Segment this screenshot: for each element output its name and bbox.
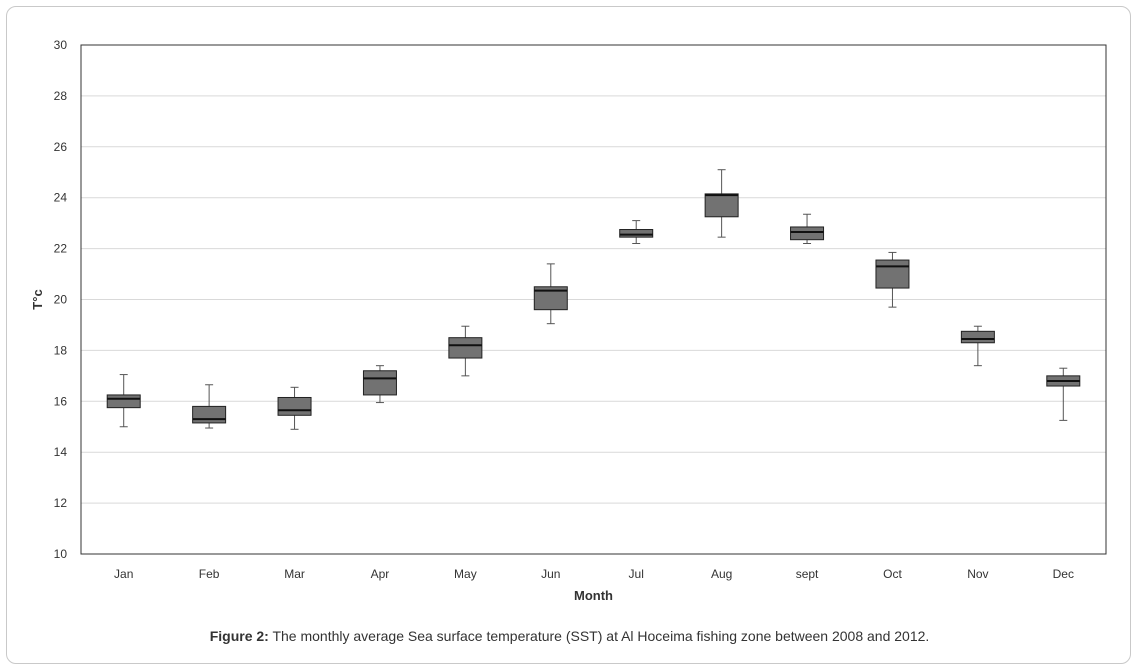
iqr-box — [106, 394, 141, 409]
boxes — [106, 169, 1081, 430]
y-tick-labels: 10 12 14 16 18 20 22 24 26 28 30 — [54, 38, 68, 561]
x-tick-label: Nov — [967, 567, 988, 581]
box-Aug — [704, 169, 739, 238]
box-Dec — [1046, 367, 1081, 421]
box-Mar — [277, 386, 312, 430]
y-tick-label: 28 — [54, 89, 68, 103]
y-tick-label: 30 — [54, 38, 68, 52]
x-tick-label: Mar — [284, 567, 305, 581]
x-tick-label: May — [454, 567, 477, 581]
iqr-box — [533, 286, 568, 311]
y-tick-label: 22 — [54, 242, 68, 256]
y-tick-label: 16 — [54, 394, 68, 408]
box-sept — [790, 213, 825, 245]
box-Feb — [192, 384, 227, 429]
x-tick-label: Oct — [883, 567, 902, 581]
axes — [80, 44, 1107, 555]
gridlines — [81, 44, 1106, 504]
y-tick-label: 24 — [54, 191, 68, 205]
iqr-box — [960, 330, 995, 344]
x-tick-label: Jul — [629, 567, 644, 581]
iqr-box — [448, 337, 483, 359]
iqr-box — [875, 259, 910, 289]
y-tick-label: 14 — [54, 445, 68, 459]
x-tick-label: Apr — [371, 567, 390, 581]
box-May — [448, 325, 483, 377]
box-Oct — [875, 251, 910, 308]
figure-caption: Figure 2: The monthly average Sea surfac… — [0, 628, 1139, 644]
figure-frame — [6, 6, 1131, 664]
box-Jul — [619, 220, 654, 245]
y-tick-label: 18 — [54, 343, 68, 357]
box-Apr — [362, 365, 397, 404]
boxplot-chart: 10 12 14 16 18 20 22 24 26 28 30 Jan Feb Mar Apr May Ju… — [30, 38, 1107, 603]
caption-text: The monthly average Sea surface temperat… — [268, 628, 930, 644]
iqr-box — [790, 226, 825, 241]
x-tick-label: Aug — [711, 567, 732, 581]
y-tick-label: 26 — [54, 140, 68, 154]
iqr-box — [362, 370, 397, 396]
plot-border — [80, 44, 1107, 555]
iqr-box — [192, 405, 227, 424]
box-Jan — [106, 374, 141, 428]
y-axis-title: T°c — [30, 289, 45, 309]
y-tick-label: 12 — [54, 496, 68, 510]
x-axis-title: Month — [574, 588, 613, 603]
x-tick-label: Jan — [114, 567, 133, 581]
iqr-box — [619, 229, 654, 238]
x-tick-labels: Jan Feb Mar Apr May Jun Jul Aug sept Oct Nov Dec — [114, 567, 1074, 581]
x-tick-label: Jun — [541, 567, 560, 581]
iqr-box — [704, 193, 739, 218]
iqr-box — [277, 396, 312, 416]
box-Jun — [533, 263, 568, 325]
x-tick-label: Dec — [1053, 567, 1074, 581]
x-tick-label: sept — [796, 567, 819, 581]
x-tick-label: Feb — [199, 567, 220, 581]
caption-label: Figure 2: — [209, 628, 269, 644]
y-tick-label: 20 — [54, 293, 68, 307]
box-Nov — [960, 325, 995, 367]
y-tick-label: 10 — [54, 547, 68, 561]
